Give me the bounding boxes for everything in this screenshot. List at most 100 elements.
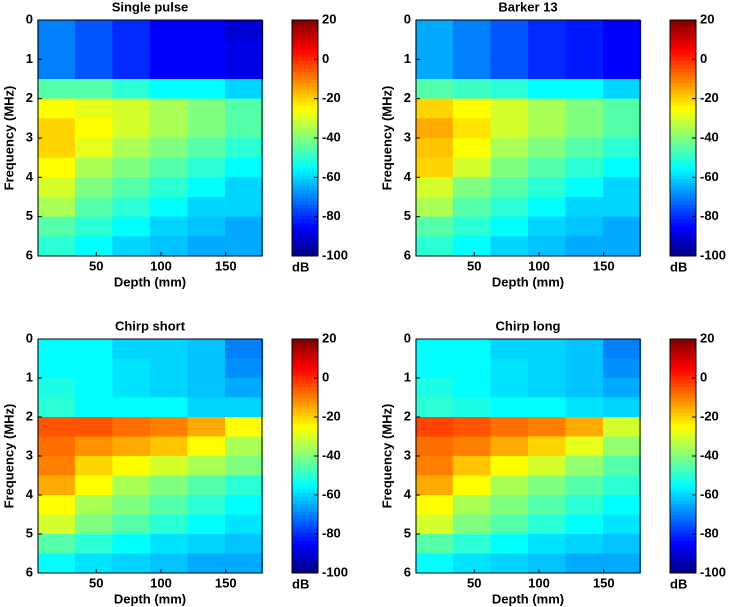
- colorbar-swatch: [292, 38, 318, 43]
- heatmap-cell: [452, 39, 491, 60]
- colorbar-swatch: [670, 222, 696, 227]
- colorbar-swatch: [670, 167, 696, 172]
- colorbar-tick-label: 20: [700, 11, 714, 26]
- colorbar-swatch: [670, 244, 696, 250]
- colorbar-swatch: [292, 130, 318, 135]
- heatmap-cell: [112, 456, 151, 476]
- colorbar-swatch: [292, 423, 318, 428]
- heatmap-cell: [415, 118, 454, 139]
- heatmap-cell: [150, 553, 189, 574]
- heatmap-cell: [528, 39, 567, 60]
- colorbar-swatch: [292, 230, 318, 235]
- heatmap-cell: [225, 138, 264, 159]
- x-tick-label: 50: [467, 575, 481, 590]
- heatmap-cell: [150, 98, 189, 119]
- colorbar-swatch: [292, 456, 318, 461]
- colorbar-swatch: [670, 521, 696, 526]
- heatmap-cell: [565, 534, 604, 554]
- colorbar-swatch: [670, 60, 696, 65]
- heatmap-cell: [565, 456, 604, 476]
- colorbar-swatch: [292, 79, 318, 84]
- heatmap-cell: [225, 514, 264, 535]
- heatmap-cell: [112, 236, 151, 257]
- heatmap-cell: [74, 118, 113, 139]
- heatmap-cell: [490, 456, 529, 476]
- y-tick-label: 0: [404, 11, 411, 26]
- heatmap-cell: [452, 456, 491, 476]
- heatmap-cell: [490, 339, 529, 359]
- colorbar-swatch: [292, 547, 318, 552]
- heatmap-cell: [225, 475, 264, 496]
- heatmap-cell: [528, 118, 567, 139]
- heatmap-cell: [187, 157, 226, 178]
- heatmap-cell: [74, 495, 113, 515]
- heatmap-cell: [603, 553, 642, 574]
- x-axis-label: Depth (mm): [492, 591, 564, 606]
- x-tick-label: 100: [528, 575, 550, 590]
- colorbar-swatch: [292, 437, 318, 442]
- colorbar-swatch: [292, 163, 318, 168]
- colorbar-swatch: [292, 357, 318, 362]
- heatmap-cell: [74, 514, 113, 535]
- heatmap-cell: [490, 397, 529, 418]
- colorbar-swatch: [292, 34, 318, 39]
- heatmap-cell: [187, 417, 226, 437]
- heatmap-cell: [565, 157, 604, 178]
- heatmap-cell: [565, 514, 604, 535]
- heatmap-cell: [37, 216, 76, 237]
- heatmap-cell: [112, 216, 151, 237]
- heatmap-cell: [603, 397, 642, 418]
- y-tick-label: 0: [404, 330, 411, 345]
- colorbar-tick-label: -80: [700, 525, 719, 540]
- x-axis-label: Depth (mm): [114, 274, 186, 289]
- heatmap-cell: [150, 495, 189, 515]
- colorbar-swatch: [292, 430, 318, 435]
- colorbar-tick-label: 20: [700, 330, 714, 345]
- heatmap-cell: [565, 417, 604, 437]
- colorbar-swatch: [292, 244, 318, 250]
- heatmap-cell: [528, 197, 567, 218]
- heatmap-cell: [490, 534, 529, 554]
- colorbar-swatch: [292, 371, 318, 377]
- heatmap-cell: [187, 197, 226, 218]
- heatmap-cell: [452, 216, 491, 237]
- heatmap-cell: [490, 236, 529, 257]
- colorbar-swatch: [670, 518, 696, 523]
- colorbar-swatch: [292, 543, 318, 548]
- panel-title: Chirp long: [496, 318, 561, 333]
- colorbar-swatch: [670, 485, 696, 490]
- heatmap-cell: [415, 378, 454, 398]
- heatmap-cell: [112, 339, 151, 359]
- colorbar-swatch: [292, 514, 318, 519]
- colorbar-swatch: [670, 514, 696, 519]
- colorbar-swatch: [670, 349, 696, 355]
- heatmap-cell: [490, 475, 529, 496]
- heatmap-cell: [490, 138, 529, 159]
- heatmap-cell: [187, 378, 226, 398]
- heatmap-cell: [112, 157, 151, 178]
- colorbar-swatch: [292, 492, 318, 497]
- colorbar-tick-label: -40: [322, 129, 341, 144]
- colorbar-swatch: [292, 126, 318, 132]
- y-tick-label: 4: [404, 486, 412, 501]
- heatmap-cell: [528, 236, 567, 257]
- colorbar-swatch: [292, 64, 318, 69]
- heatmap-cell: [37, 118, 76, 139]
- colorbar-swatch: [670, 466, 696, 472]
- colorbar-swatch: [292, 42, 318, 47]
- colorbar-swatch: [292, 466, 318, 472]
- colorbar-swatch: [292, 521, 318, 526]
- colorbar-swatch: [292, 496, 318, 501]
- heatmap-cell: [187, 495, 226, 515]
- colorbar-tick-label: -20: [700, 408, 719, 423]
- colorbar-swatch: [670, 230, 696, 235]
- heatmap-cell: [225, 118, 264, 139]
- heatmap-cell: [112, 138, 151, 159]
- colorbar-swatch: [670, 565, 696, 570]
- colorbar-swatch: [292, 379, 318, 384]
- heatmap-cell: [112, 39, 151, 60]
- heatmap-cell: [452, 514, 491, 535]
- heatmap-cell: [452, 436, 491, 457]
- colorbar-swatch: [670, 401, 696, 406]
